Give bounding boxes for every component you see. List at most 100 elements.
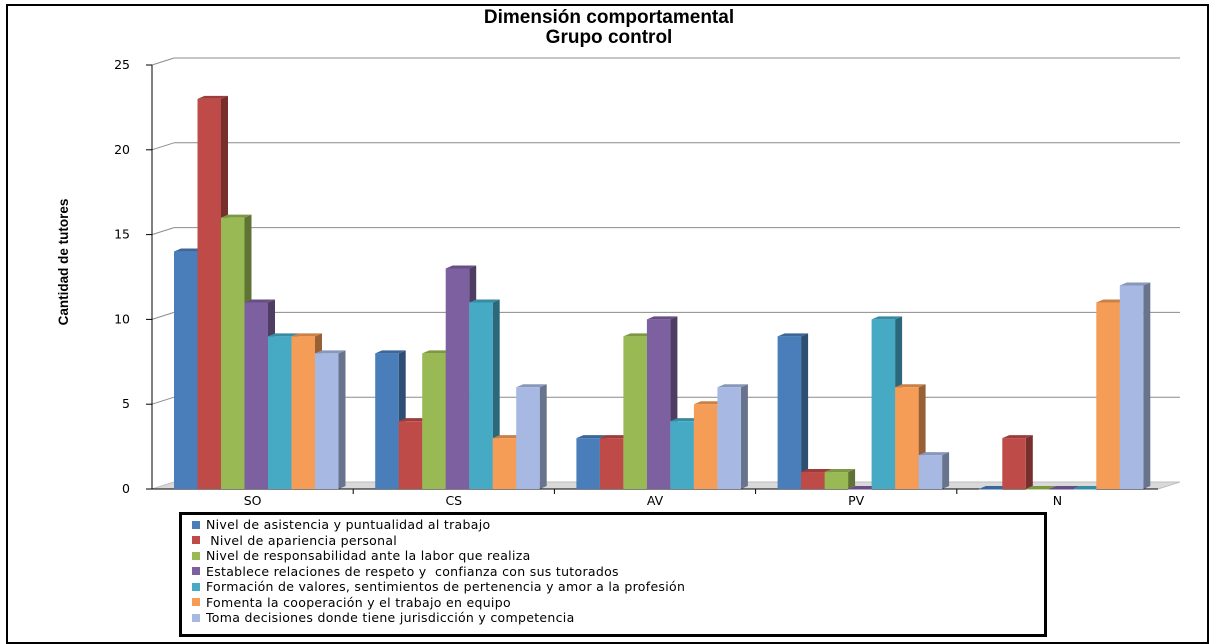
bar: [1119, 282, 1151, 489]
x-tick-label: CS: [445, 493, 462, 508]
chart-legend: Nivel de asistencia y puntualidad al tra…: [179, 512, 1047, 637]
bar: [516, 384, 547, 489]
bar-front: [693, 404, 718, 489]
bar-front: [1002, 438, 1026, 489]
bar-front: [599, 438, 624, 489]
legend-label: Toma decisiones donde tiene jurisdicción…: [206, 610, 575, 626]
bar-side: [942, 452, 950, 489]
bar-front: [670, 421, 694, 489]
bar-front: [422, 353, 446, 489]
bar-top: [398, 418, 430, 422]
bar: [1049, 486, 1080, 490]
x-tick-label: PV: [848, 493, 865, 508]
x-tick-label: N: [1053, 493, 1062, 508]
bar-top: [422, 350, 453, 354]
bar-front: [895, 387, 919, 489]
gridline-depth: [151, 57, 175, 66]
bar: [315, 350, 346, 489]
bar-front: [197, 98, 221, 490]
bar-top: [848, 486, 879, 489]
legend-swatch: [192, 613, 200, 622]
bar-top: [375, 350, 406, 354]
legend-swatch: [192, 567, 200, 576]
bar-front: [445, 268, 470, 489]
bar-top: [291, 333, 322, 337]
bar-top: [824, 469, 856, 473]
bar-top: [1025, 486, 1057, 489]
bar-top: [801, 469, 832, 473]
bar-front: [1096, 302, 1120, 489]
bar-layer: [174, 95, 1151, 490]
bar-top: [1096, 299, 1127, 303]
bar-front: [978, 489, 1003, 490]
bar-front: [174, 251, 198, 489]
bar-front: [801, 472, 825, 489]
y-tick-label: 5: [122, 396, 130, 411]
bar-top: [599, 435, 631, 439]
bar-front: [492, 438, 517, 489]
x-tick-label: SO: [244, 493, 262, 508]
legend-label: Nivel de apariencia personal: [206, 532, 398, 548]
y-tick-label: 15: [114, 227, 130, 242]
bar: [1002, 435, 1033, 489]
bar-side: [539, 384, 547, 489]
bar: [717, 384, 748, 489]
bar: [918, 452, 950, 489]
bar-front: [291, 336, 315, 489]
chart-title-block: Dimensión comportamental Grupo control: [0, 8, 1218, 48]
bar-top: [268, 333, 299, 337]
bar-top: [918, 452, 950, 456]
bar-side: [1025, 435, 1033, 489]
bar-top: [978, 486, 1010, 489]
bar-front: [918, 455, 943, 489]
legend-swatch: [192, 536, 200, 545]
bar-top: [244, 299, 275, 303]
bar: [1025, 486, 1057, 490]
bar-top: [445, 265, 477, 269]
legend-swatch: [192, 551, 200, 560]
bar: [824, 469, 856, 489]
bar-side: [1143, 282, 1151, 489]
bar-front: [576, 438, 600, 489]
bar: [978, 486, 1010, 490]
gridline-depth: [151, 142, 175, 151]
bar-top: [670, 418, 701, 422]
chart-subtitle: Grupo control: [545, 27, 673, 48]
bar-top: [895, 384, 926, 388]
bar-top: [469, 299, 500, 303]
legend-label: Nivel de asistencia y puntualidad al tra…: [206, 517, 491, 533]
bar-front: [1072, 489, 1097, 490]
y-tick-label: 25: [114, 57, 130, 72]
legend-swatch: [192, 520, 200, 529]
bar-top: [646, 316, 678, 320]
bar-front: [469, 302, 493, 489]
bar: [848, 486, 879, 490]
gridline-depth: [151, 311, 175, 320]
bar-top: [174, 248, 205, 252]
bar-front: [623, 336, 647, 489]
bar-top: [197, 95, 228, 99]
bar-top: [576, 435, 607, 439]
bar-front: [398, 421, 423, 489]
bar-top: [623, 333, 654, 337]
bar-front: [268, 336, 292, 489]
y-tick-label: 10: [114, 311, 130, 326]
legend-entry: Fomenta la cooperación y el trabajo en e…: [192, 595, 1044, 611]
legend-swatch: [192, 582, 200, 591]
y-tick-label: 20: [114, 142, 130, 157]
bar-front: [871, 319, 896, 489]
bar-front: [717, 387, 741, 489]
gridline-depth: [151, 396, 175, 405]
bar-front: [221, 217, 245, 489]
bar-top: [516, 384, 547, 388]
legend-swatch: [192, 598, 200, 607]
bar-front: [244, 302, 268, 489]
y-tick-label: 0: [122, 481, 130, 496]
bar-front: [777, 336, 802, 489]
bar-chart: 0 5 10 15 20 25 SO CS AV PV N Cantidad de tutores: [56, 57, 1181, 508]
bar-top: [492, 435, 524, 439]
bar-top: [1002, 435, 1033, 439]
bar-top: [871, 316, 903, 320]
legend-entry: Establece relaciones de respeto y confia…: [192, 564, 1044, 580]
legend-entry: Nivel de apariencia personal: [192, 533, 1044, 549]
